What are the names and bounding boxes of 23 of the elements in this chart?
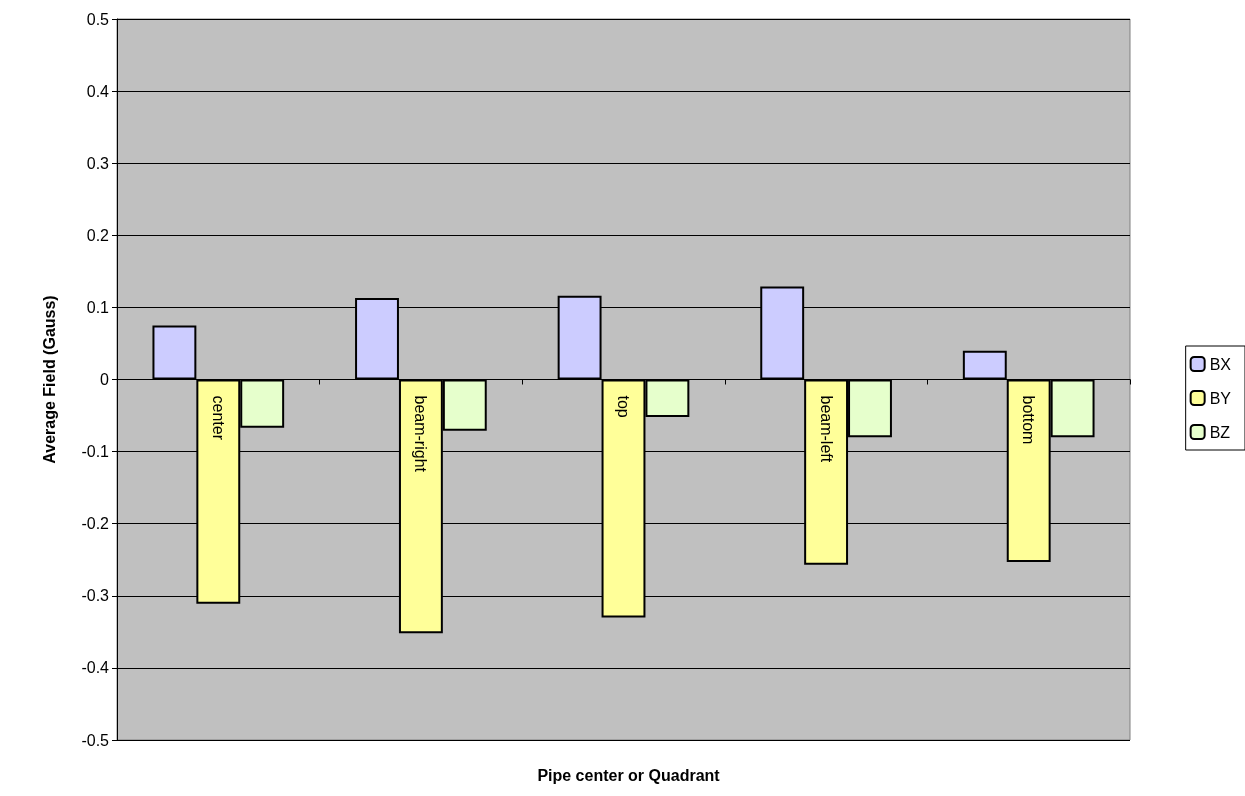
y-tick-label: -0.4: [81, 659, 110, 677]
legend-label: BZ: [1209, 423, 1231, 441]
x-tick-label: top: [615, 395, 632, 418]
x-tick-label: bottom: [1020, 395, 1038, 445]
y-tick-label: -0.5: [81, 731, 110, 749]
bar: [152, 325, 197, 380]
y-tick-label: 0.5: [86, 10, 110, 28]
y-tick-label: 0.3: [86, 154, 110, 172]
y-tick-label: 0: [100, 371, 110, 388]
y-tick-label: 0.2: [86, 226, 110, 244]
y-axis-title: Average Field (Gauss): [40, 295, 58, 464]
y-tick-label: 0.4: [86, 82, 110, 100]
y-tick-label: 0.1: [86, 298, 110, 316]
x-tick-label: center: [209, 395, 227, 441]
x-tick-label: beam-right: [412, 395, 430, 473]
x-axis-title: Pipe center or Quadrant: [537, 766, 721, 784]
y-tick-label: -0.3: [81, 587, 110, 605]
legend-label: BY: [1209, 389, 1232, 407]
bar: [962, 350, 1007, 380]
y-tick-label: -0.1: [81, 443, 110, 461]
legend-label: BX: [1209, 355, 1232, 373]
y-tick-label: -0.2: [81, 515, 110, 533]
x-tick-label: beam-left: [817, 395, 835, 463]
